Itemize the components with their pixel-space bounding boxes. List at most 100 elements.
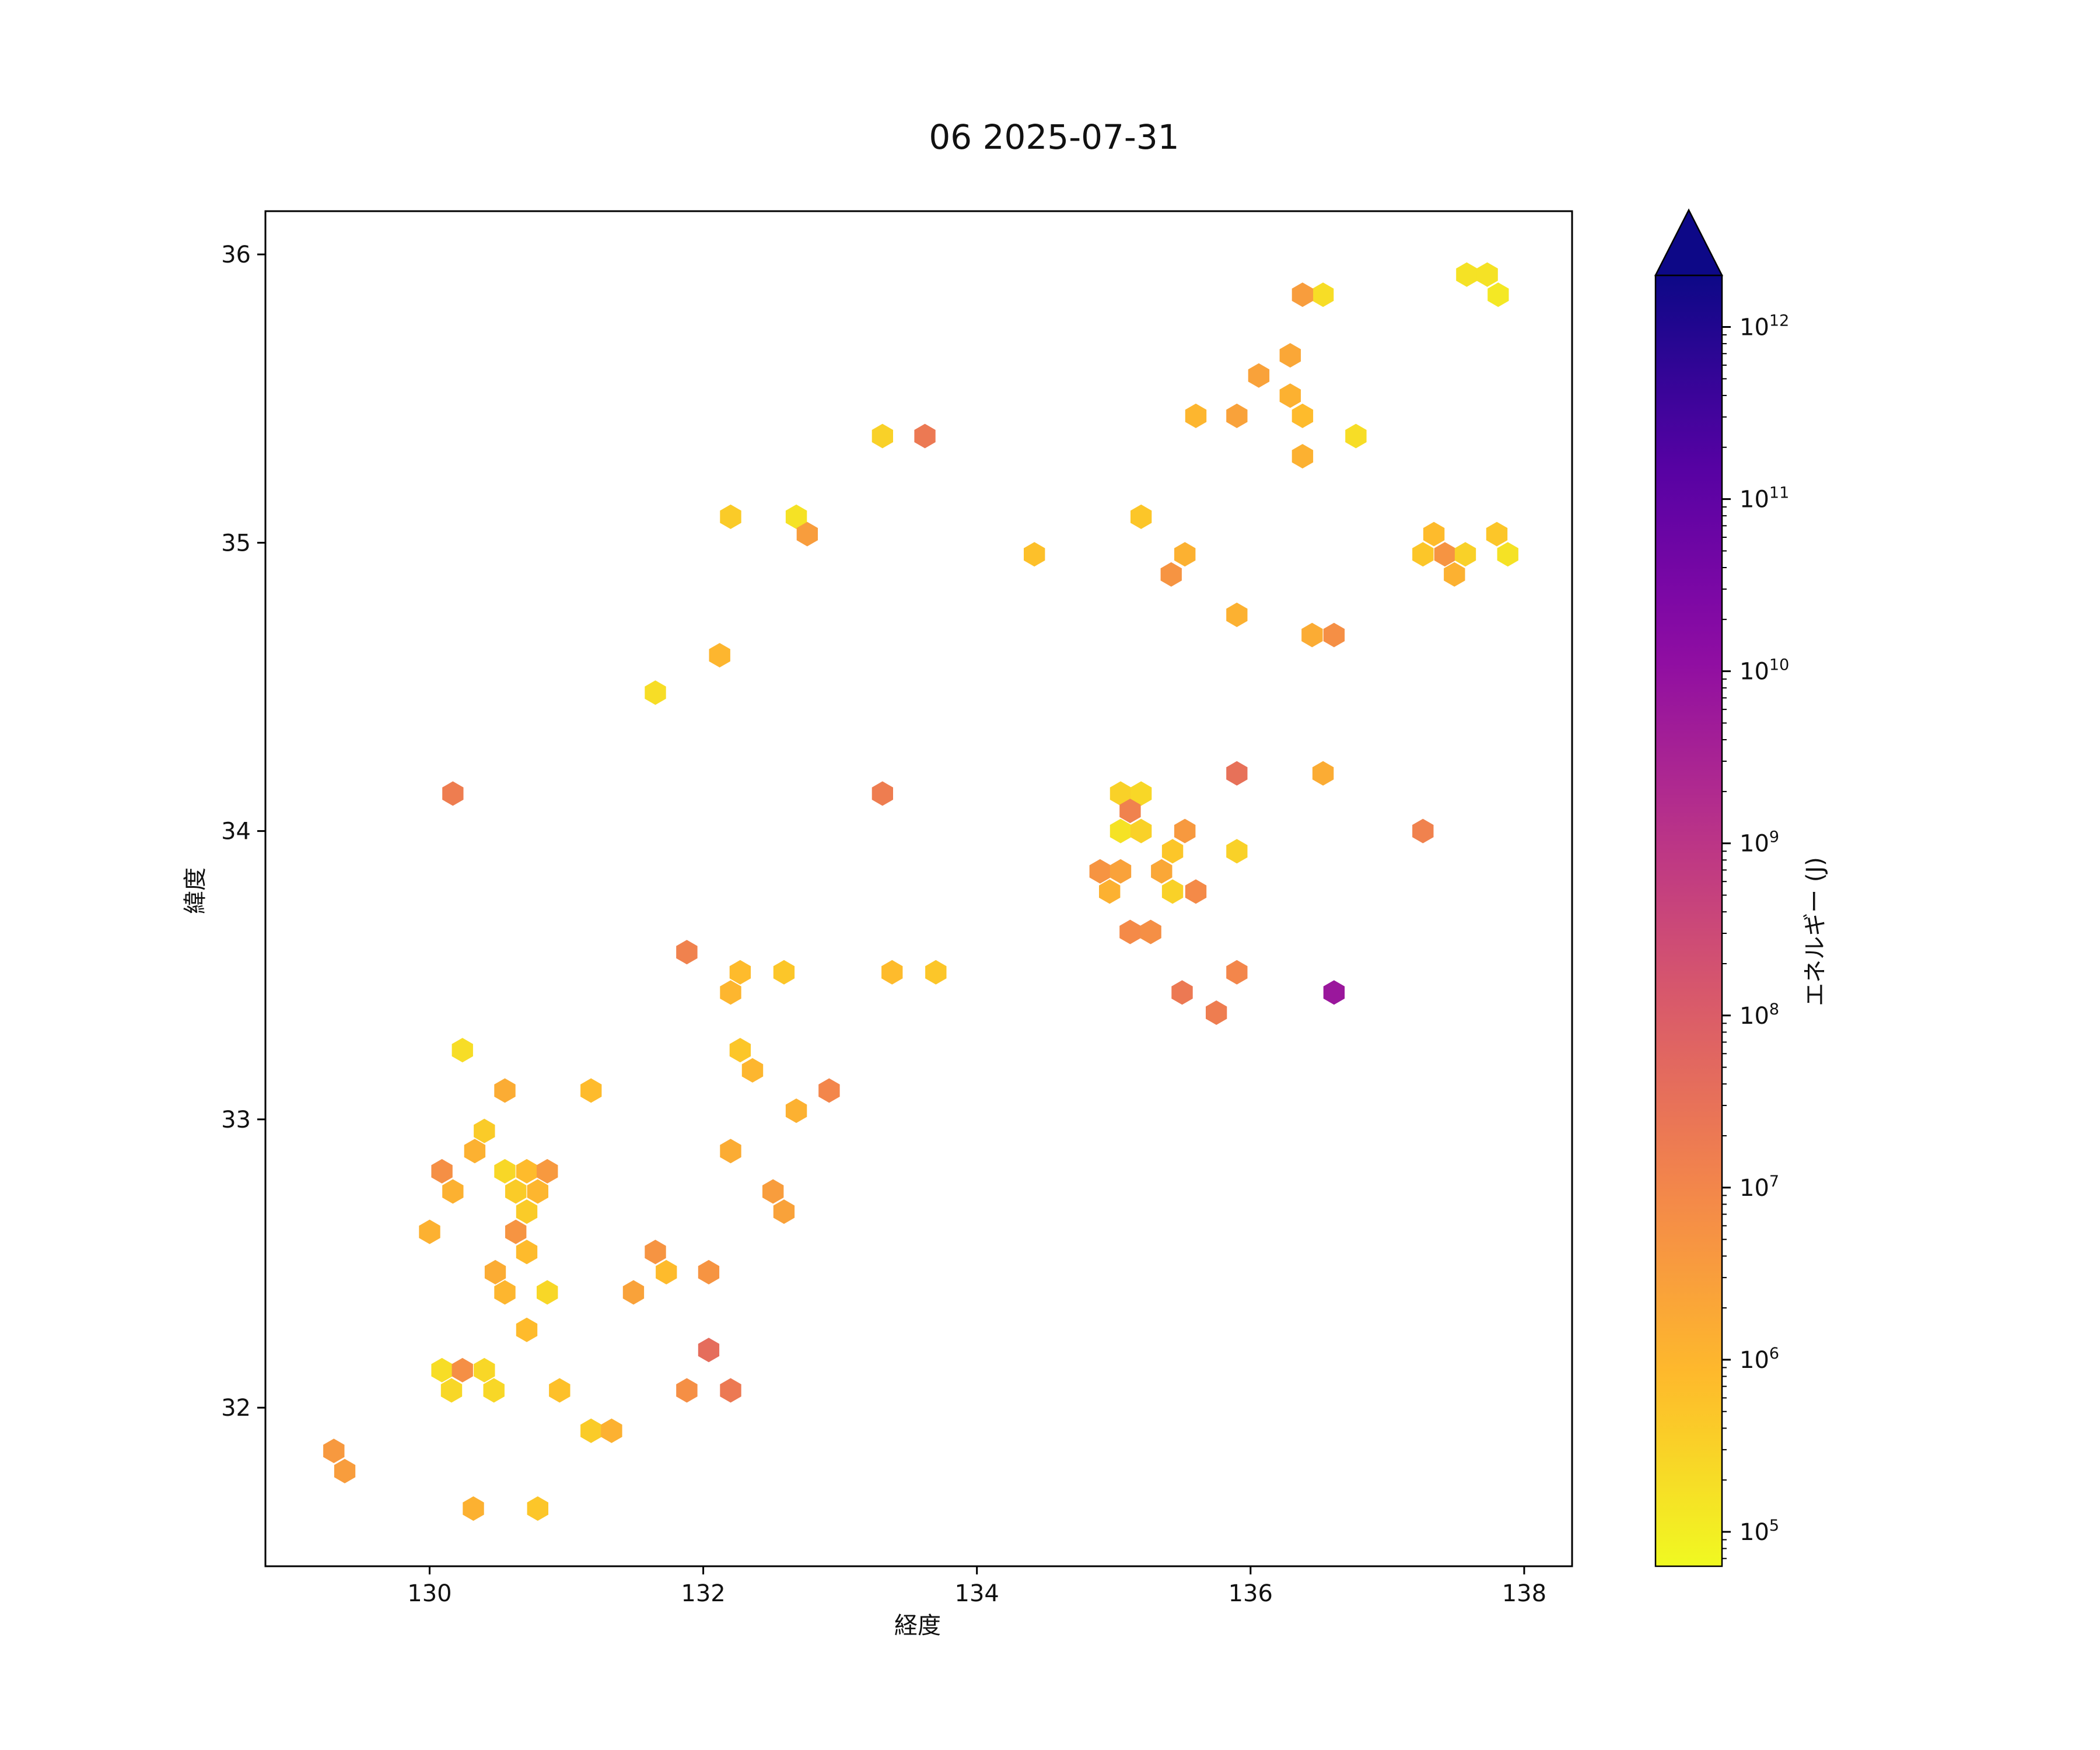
hex-cell: [1226, 839, 1248, 864]
hex-cell: [1130, 781, 1152, 806]
hex-cell: [1185, 403, 1207, 428]
hex-cell: [729, 1038, 751, 1063]
hex-cell: [537, 1280, 558, 1305]
colorbar-tick-label: 106: [1740, 1345, 1779, 1374]
colorbar-extend-arrow: [1654, 208, 1724, 276]
hex-cell: [1099, 879, 1121, 904]
hex-cell: [1160, 562, 1182, 587]
hex-cell: [484, 1259, 506, 1284]
hex-cell: [925, 960, 947, 985]
hex-cell: [1292, 444, 1314, 469]
hex-cell: [720, 1378, 741, 1403]
x-axis: 130 132 134 136 138: [407, 1566, 1546, 1607]
hex-cell: [1161, 839, 1184, 864]
hex-cell: [709, 643, 730, 668]
hex-cell: [431, 1357, 453, 1382]
hex-cell: [1161, 879, 1184, 904]
hex-cell: [431, 1158, 453, 1184]
hex-cell: [1279, 343, 1301, 368]
x-tick-label: 136: [1228, 1580, 1273, 1607]
y-tick-label: 36: [221, 242, 251, 268]
hex-cell: [762, 1179, 784, 1204]
hex-cell: [452, 1357, 473, 1382]
x-tick-label: 134: [955, 1580, 999, 1607]
hex-cell: [1292, 403, 1314, 428]
hex-cell: [494, 1158, 516, 1184]
hex-cell: [464, 1139, 486, 1164]
hex-cell: [580, 1078, 602, 1103]
hex-cell: [1301, 622, 1323, 648]
hex-cell: [773, 1199, 795, 1224]
hex-cell: [527, 1496, 548, 1521]
hex-cell: [1486, 522, 1508, 547]
hex-cell: [527, 1179, 548, 1204]
hex-cell: [1412, 542, 1434, 567]
hex-cell: [452, 1038, 473, 1063]
hex-cell: [474, 1118, 495, 1143]
y-axis: 32 33 34 35 36: [221, 242, 265, 1422]
x-tick-label: 132: [681, 1580, 725, 1607]
hex-cell: [323, 1438, 345, 1464]
chart-title: 06 2025-07-31: [929, 117, 1179, 157]
hex-cell: [1312, 282, 1334, 307]
hex-cell: [796, 522, 818, 547]
hex-cell: [1279, 383, 1301, 408]
hex-cell: [785, 504, 807, 529]
x-axis-label: 経度: [894, 1612, 941, 1639]
hex-cell: [1130, 504, 1152, 529]
hex-cell: [720, 504, 741, 529]
colorbar-ticks: 105 106 107 108 109 1010 1011 1012: [1722, 312, 1789, 1559]
x-tick-label: 130: [407, 1580, 452, 1607]
hex-cell: [1110, 781, 1132, 806]
hex-cell: [729, 960, 751, 985]
hex-cell: [1434, 542, 1456, 567]
hex-cell: [676, 1378, 698, 1403]
plot-frame: [264, 210, 1573, 1567]
hex-cell: [1089, 859, 1111, 884]
hex-cell: [334, 1458, 356, 1483]
hex-cell: [656, 1259, 677, 1284]
hex-cell: [1226, 403, 1248, 428]
hex-cell: [1174, 818, 1196, 844]
hex-cell: [442, 1179, 464, 1204]
hex-cell: [645, 1240, 666, 1265]
colorbar-label: エネルギー (J): [1802, 857, 1829, 1006]
hex-cell: [580, 1418, 602, 1443]
hex-cell: [1476, 262, 1498, 287]
hex-cell: [1292, 282, 1314, 307]
hex-cell: [1454, 542, 1476, 567]
colorbar: 105 106 107 108 109 1010 1011 1012 エネルギー (J): [1654, 208, 1829, 1567]
hex-cell: [474, 1357, 495, 1382]
hex-cell: [1226, 960, 1248, 985]
hex-cell: [537, 1158, 558, 1184]
hexbin-layer: [323, 262, 1518, 1521]
hex-cell: [881, 960, 903, 985]
plot-area: [264, 210, 1573, 1567]
hex-cell: [720, 980, 741, 1005]
hex-cell: [549, 1378, 570, 1403]
hex-cell: [698, 1338, 720, 1363]
colorbar-gradient: [1654, 274, 1723, 1567]
hex-cell: [741, 1058, 764, 1083]
colorbar-tick-label: 1011: [1740, 484, 1789, 513]
hex-cell: [1185, 879, 1207, 904]
hex-cell: [720, 1139, 741, 1164]
y-tick-label: 35: [221, 530, 251, 556]
hex-cell: [1110, 818, 1132, 844]
hex-cell: [1423, 522, 1445, 547]
hex-cell: [1174, 542, 1196, 567]
colorbar-tick-label: 1012: [1740, 312, 1789, 341]
hex-cell: [1488, 282, 1509, 307]
hex-cell: [1226, 603, 1248, 627]
hex-cell: [1497, 542, 1518, 567]
hex-cell: [872, 424, 893, 449]
hex-cell: [440, 1378, 463, 1403]
hex-cell: [1456, 262, 1478, 287]
hex-cell: [914, 424, 936, 449]
hex-cell: [622, 1280, 645, 1305]
hex-cell: [1206, 1000, 1227, 1025]
hex-cell: [1248, 363, 1270, 388]
hex-cell: [645, 680, 666, 705]
hex-cell: [1323, 622, 1345, 648]
